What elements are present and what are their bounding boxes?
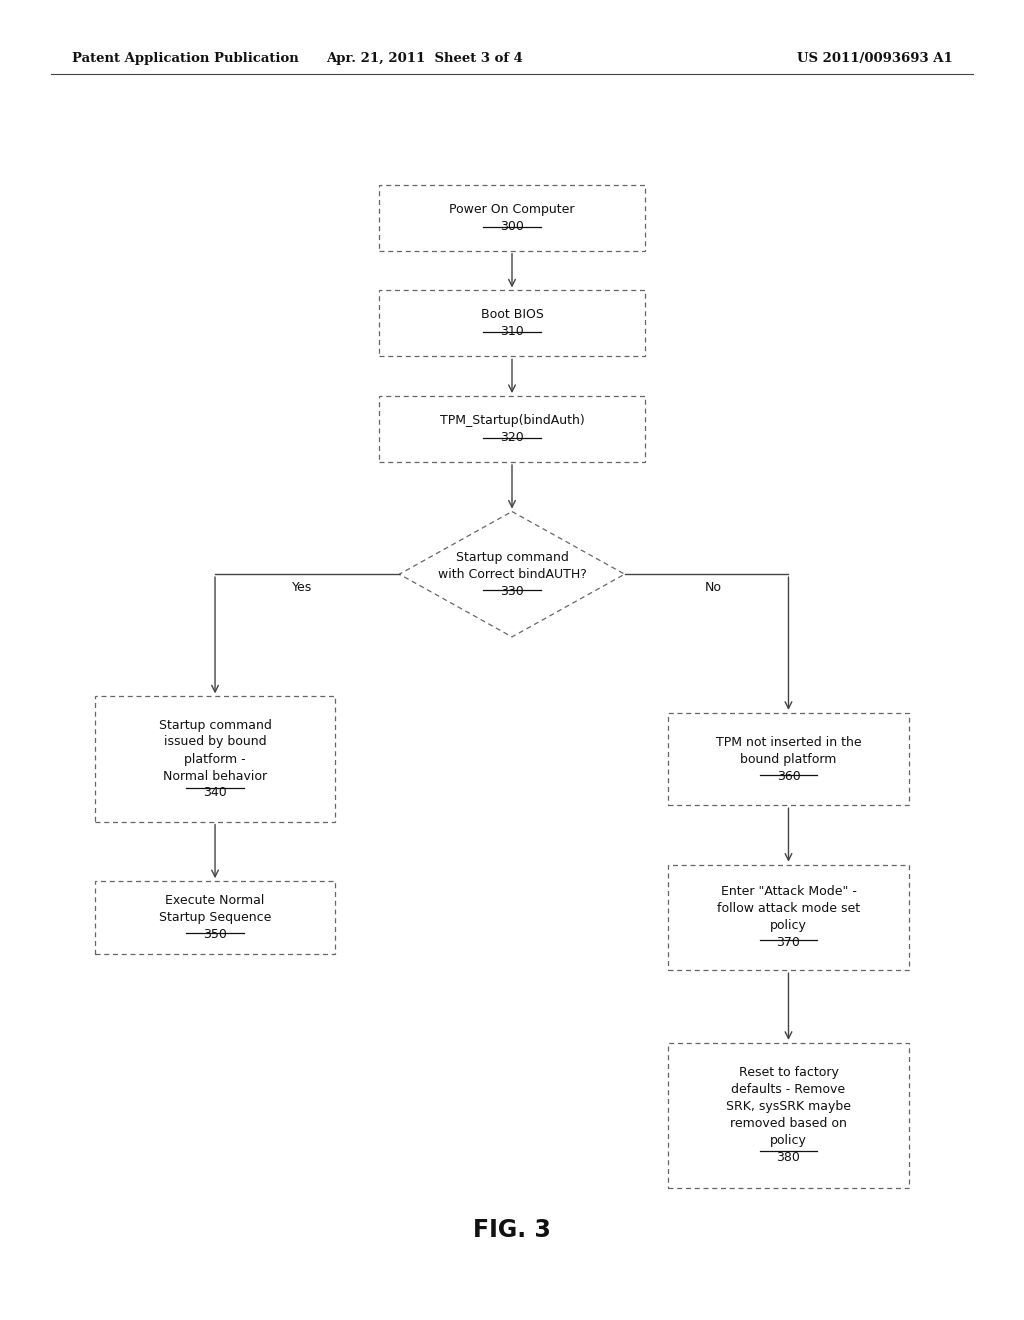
Bar xyxy=(379,290,645,356)
Text: FIG. 3: FIG. 3 xyxy=(473,1218,551,1242)
Text: TPM not inserted in the
bound platform
360: TPM not inserted in the bound platform 3… xyxy=(716,735,861,783)
Text: Apr. 21, 2011  Sheet 3 of 4: Apr. 21, 2011 Sheet 3 of 4 xyxy=(327,51,523,65)
Text: Reset to factory
defaults - Remove
SRK, sysSRK maybe
removed based on
policy
380: Reset to factory defaults - Remove SRK, … xyxy=(726,1067,851,1164)
Bar xyxy=(669,865,909,970)
Text: Power On Computer
300: Power On Computer 300 xyxy=(450,203,574,232)
Bar xyxy=(669,713,909,805)
Text: US 2011/0093693 A1: US 2011/0093693 A1 xyxy=(797,51,952,65)
Bar xyxy=(379,396,645,462)
Text: Execute Normal
Startup Sequence
350: Execute Normal Startup Sequence 350 xyxy=(159,894,271,941)
Polygon shape xyxy=(399,512,625,638)
Text: TPM_Startup(bindAuth)
320: TPM_Startup(bindAuth) 320 xyxy=(439,414,585,444)
Text: No: No xyxy=(705,581,722,594)
Text: Startup command
with Correct bindAUTH?
330: Startup command with Correct bindAUTH? 3… xyxy=(437,550,587,598)
Bar xyxy=(379,185,645,251)
Text: Startup command
issued by bound
platform -
Normal behavior
340: Startup command issued by bound platform… xyxy=(159,718,271,800)
Text: Enter "Attack Mode" -
follow attack mode set
policy
370: Enter "Attack Mode" - follow attack mode… xyxy=(717,886,860,949)
Text: Boot BIOS
310: Boot BIOS 310 xyxy=(480,309,544,338)
Text: Patent Application Publication: Patent Application Publication xyxy=(72,51,298,65)
Bar xyxy=(669,1043,909,1188)
Bar xyxy=(94,882,336,953)
Bar xyxy=(94,697,336,821)
Text: Yes: Yes xyxy=(292,581,312,594)
